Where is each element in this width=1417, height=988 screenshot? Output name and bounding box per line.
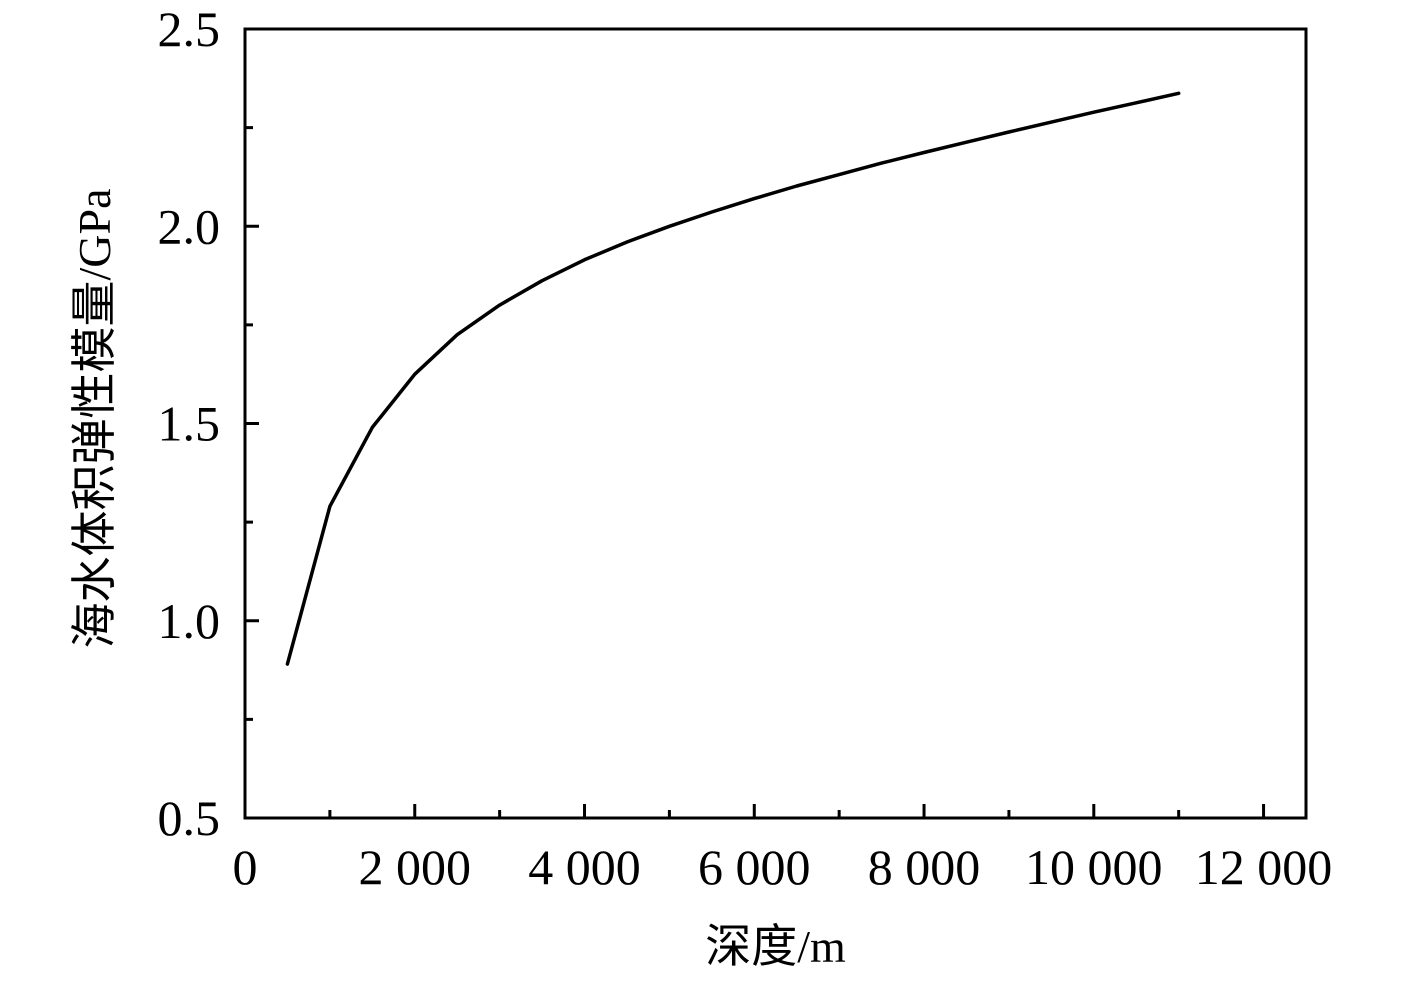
y-tick-label: 2.0: [158, 198, 221, 254]
x-tick-label: 2 000: [359, 839, 472, 895]
y-axis-label: 海水体积弹性模量/GPa: [69, 189, 120, 649]
series-layer: [285, 91, 1181, 666]
plot-area-frame: [243, 27, 1308, 820]
y-tick-label: 2.5: [158, 1, 221, 57]
x-tick-label: 4 000: [528, 839, 641, 895]
x-tick-label: 0: [233, 839, 258, 895]
x-tick-labels: 0 2 000 4 000 6 000 8 000 10 000 12 000: [233, 839, 1333, 895]
y-tick-label: 0.5: [158, 790, 221, 846]
x-tick-label: 10 000: [1025, 839, 1163, 895]
y-tick-label: 1.5: [158, 396, 221, 452]
x-tick-label: 6 000: [698, 839, 811, 895]
series-line: [285, 91, 1181, 666]
x-axis-label: 深度/m: [705, 921, 846, 972]
y-tick-labels: 0.5 1.0 1.5 2.0 2.5: [158, 1, 221, 846]
x-tick-label: 8 000: [868, 839, 981, 895]
y-tick-label: 1.0: [158, 593, 221, 649]
x-tick-label: 12 000: [1195, 839, 1333, 895]
